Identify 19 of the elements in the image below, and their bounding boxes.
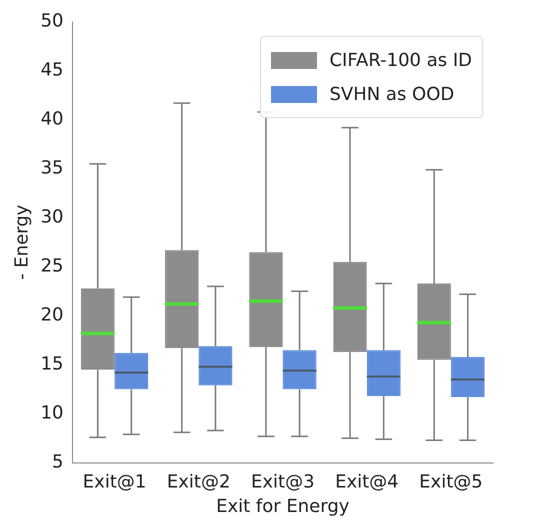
legend-label: CIFAR-100 as ID (329, 50, 472, 70)
x-tick-label: Exit@3 (250, 471, 315, 492)
y-tick-label: 25 (40, 255, 64, 276)
y-tick-label: 10 (40, 402, 64, 424)
x-axis-title: Exit for Energy (216, 496, 350, 517)
y-tick-label: 45 (40, 59, 64, 80)
y-tick-label: 40 (40, 108, 64, 130)
y-tick-label: 20 (40, 304, 64, 326)
x-tick-label: Exit@2 (166, 471, 230, 492)
legend-label: SVHN as OOD (329, 84, 454, 104)
x-tick-label: Exit@1 (82, 471, 146, 492)
y-axis-title: - Energy (11, 204, 32, 280)
x-tick-label: Exit@5 (419, 471, 483, 492)
y-tick-label: 50 (40, 10, 64, 32)
x-tick-label: Exit@4 (335, 471, 399, 492)
y-tick-label: 15 (40, 353, 64, 374)
y-tick-label: 5 (52, 451, 64, 472)
y-tick-label: 30 (40, 206, 64, 228)
y-tick-label: 35 (40, 157, 64, 178)
